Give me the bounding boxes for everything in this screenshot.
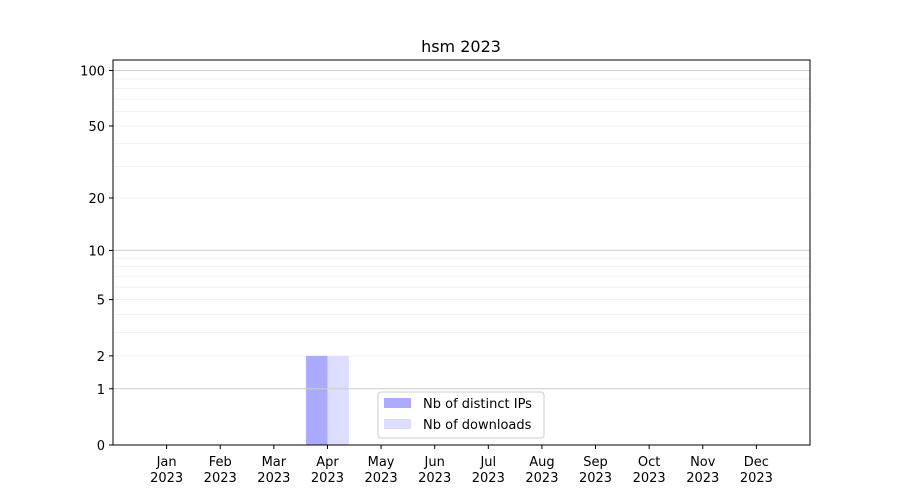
chart-title: hsm 2023 [421,37,501,56]
x-tick-label: 2023 [525,471,558,486]
plot-frame [112,59,811,446]
x-tick-label: Oct [638,455,660,470]
grid [113,78,810,357]
x-axis: Jan2023Feb2023Mar2023Apr2023May2023Jun20… [150,445,773,486]
x-tick-label: 2023 [740,471,773,486]
x-tick-label: 2023 [257,471,290,486]
x-tick-label: 2023 [579,471,612,486]
x-tick-label: 2023 [472,471,505,486]
x-tick-label: Nov [690,455,716,470]
y-tick-label: 5 [97,294,105,309]
bar-nb-of-distinct-ips-3 [306,355,328,445]
x-tick-label: Aug [529,455,554,470]
y-tick-label: 0 [97,439,105,454]
x-tick-label: Feb [209,455,232,470]
y-axis: 0 1 2 5 10 20 50 100 [80,65,113,454]
x-tick-label: May [368,455,395,470]
legend-swatch [384,419,411,429]
legend-swatch [384,398,411,408]
x-tick-label: Mar [262,455,287,470]
bars [306,355,349,445]
x-tick-label: Jan [156,455,177,470]
y-tick-label: 1 [97,383,105,398]
x-tick-label: Sep [583,455,608,470]
legend-box [377,391,545,439]
legend: Nb of distinct IPs Nb of downloads [377,391,545,439]
x-tick-label: Apr [316,455,339,470]
x-tick-label: 2023 [686,471,719,486]
bar-nb-of-downloads-3 [327,355,349,445]
x-tick-label: 2023 [150,471,183,486]
x-tick-label: Jun [424,455,445,470]
y-tick-label: 50 [88,120,105,135]
x-tick-label: 2023 [633,471,666,486]
y-tick-label: 2 [97,350,105,365]
legend-label: Nb of distinct IPs [423,397,532,412]
y-tick-label: 20 [88,192,105,207]
y-tick-label: 100 [80,65,105,80]
major-grid [113,70,810,390]
x-tick-label: 2023 [204,471,237,486]
y-tick-label: 10 [88,244,105,259]
x-tick-label: 2023 [418,471,451,486]
x-tick-label: Jul [479,455,496,470]
x-tick-label: 2023 [365,471,398,486]
x-tick-label: Dec [744,455,769,470]
x-tick-label: 2023 [311,471,344,486]
legend-label: Nb of downloads [423,418,532,433]
